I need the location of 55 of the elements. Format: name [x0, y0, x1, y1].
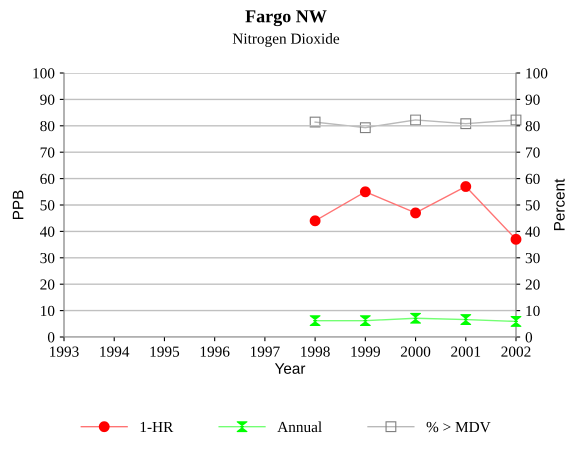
y-tick-label: 30: [40, 252, 54, 264]
y2-tick-label: 100: [526, 68, 548, 78]
x-tick-label: 1994: [100, 346, 130, 357]
y-tick-label: 90: [40, 94, 54, 105]
x-tick-label: 1995: [150, 346, 180, 357]
chart-subtitle: Nitrogen Dioxide: [232, 33, 340, 47]
point: [410, 312, 421, 324]
point: [460, 181, 472, 192]
y2-tick-label: 10: [526, 306, 540, 316]
y-tick-label: 20: [40, 279, 54, 290]
legend-label: Annual: [277, 421, 322, 432]
point: [360, 315, 371, 326]
y-tick-label: 70: [40, 147, 54, 158]
y2-tick-label: 60: [526, 174, 540, 184]
y-tick-label: 50: [40, 200, 54, 210]
y2-tick-label: 30: [526, 252, 540, 264]
x-tick-label: 2002: [501, 346, 530, 357]
point: [460, 118, 472, 130]
y2-axis-title: Percent: [554, 178, 565, 230]
x-tick-label: 1998: [301, 346, 330, 357]
x-axis-title: Year: [274, 363, 306, 374]
x-tick-label: 1993: [50, 346, 79, 357]
y-tick-label: 60: [40, 174, 54, 184]
x-tick-label: 1996: [200, 346, 230, 357]
point: [460, 314, 472, 325]
y-tick-label: 10: [41, 306, 54, 316]
y2-tick-label: 80: [526, 120, 540, 132]
point: [510, 114, 522, 126]
y-tick-label: 80: [40, 120, 54, 132]
point: [510, 234, 522, 245]
y2-tick-label: 20: [526, 279, 540, 290]
y2-tick-label: 90: [526, 94, 540, 105]
point: [360, 122, 371, 134]
x-tick-label: 2000: [400, 346, 430, 357]
chart-title: Fargo NW: [245, 10, 327, 26]
point: [510, 316, 522, 327]
point: [310, 116, 321, 128]
y-axis-title: PPB: [12, 190, 24, 220]
y2-tick-label: 50: [526, 200, 540, 210]
point: [310, 215, 321, 226]
legend-label: % > MDV: [426, 422, 491, 432]
legend-label: 1-HR: [140, 422, 174, 432]
y-tick-label: 40: [40, 226, 54, 237]
x-tick-label: 1997: [250, 346, 280, 357]
x-tick-label: 1999: [351, 346, 380, 357]
y2-tick-label: 40: [525, 226, 540, 237]
y2-tick-label: 0: [526, 332, 532, 342]
y-tick-label: 100: [33, 68, 54, 78]
point: [360, 186, 371, 198]
point: [410, 114, 421, 126]
y2-tick-label: 70: [526, 147, 540, 158]
point: [410, 208, 421, 218]
y-tick-label: 0: [48, 332, 54, 342]
point: [310, 315, 321, 326]
x-tick-label: 2001: [451, 346, 480, 357]
